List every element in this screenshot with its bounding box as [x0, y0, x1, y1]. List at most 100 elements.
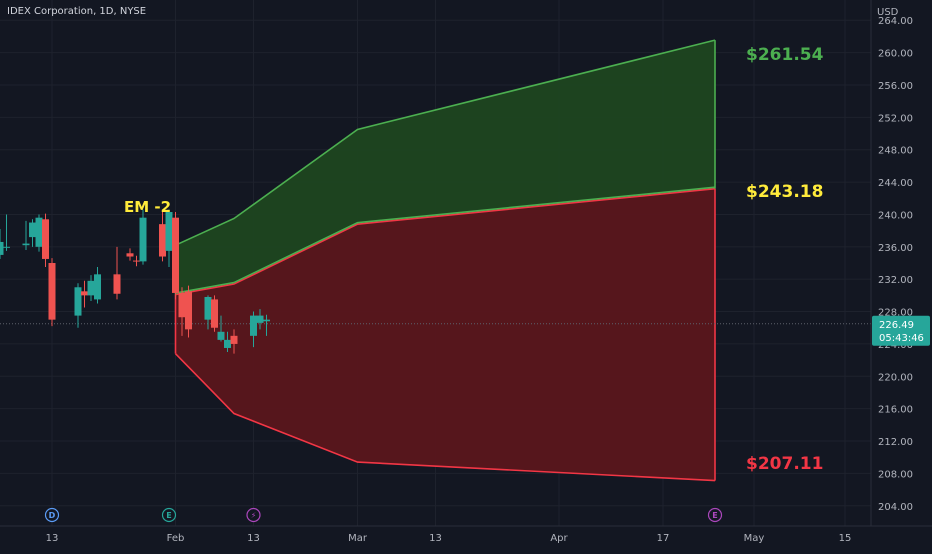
dividend-marker-icon[interactable]: D [44, 507, 60, 523]
lower-target-label: $207.11 [746, 454, 823, 474]
event-marker-letter: D [49, 511, 56, 520]
symbol-title[interactable]: IDEX Corporation, 1D, NYSE [7, 6, 146, 17]
candle[interactable] [139, 209, 147, 265]
event-marker-ring [707, 507, 723, 523]
candle[interactable] [224, 331, 231, 353]
candle[interactable] [48, 258, 56, 327]
candle-body [178, 292, 186, 318]
candle-body [172, 217, 179, 293]
event-markers[interactable]: D E ⚡ E [44, 507, 723, 523]
time-tick-label: 17 [657, 533, 670, 544]
price-tick-label: 236.00 [878, 243, 913, 254]
candle-body [81, 291, 88, 296]
event-marker-ring [44, 507, 60, 523]
time-tick-label: Mar [348, 533, 368, 544]
last-price-value: 226.49 [879, 320, 914, 331]
price-tick-label: 264.00 [878, 16, 913, 27]
candle[interactable] [113, 246, 121, 300]
currency-label[interactable]: USD [877, 7, 899, 18]
time-axis[interactable]: 13 Feb 13 Mar 13 Apr 17 May 15 [46, 533, 852, 544]
event-marker-ring [246, 507, 261, 523]
bar-countdown: 05:43:46 [879, 333, 924, 344]
price-tick-label: 252.00 [878, 113, 913, 124]
candle-body [29, 222, 36, 238]
lower-range-area [175, 188, 715, 481]
candle[interactable] [172, 212, 179, 300]
candle[interactable] [178, 287, 186, 336]
expected-move-areas [174, 39, 716, 482]
earnings-marker-icon[interactable]: E [707, 507, 723, 523]
candle[interactable] [133, 255, 140, 267]
price-tick-label: 212.00 [878, 437, 913, 448]
price-tick-label: 204.00 [878, 502, 913, 513]
candle[interactable] [81, 280, 88, 308]
earnings-marker-icon[interactable]: E [161, 507, 177, 523]
event-marker-letter: E [712, 511, 717, 520]
time-tick-label: May [744, 533, 765, 544]
price-tick-label: 248.00 [878, 146, 913, 157]
candle[interactable] [22, 220, 30, 251]
candle[interactable] [0, 229, 4, 259]
candle-body [126, 253, 134, 257]
price-tick-label: 260.00 [878, 49, 913, 60]
em-label: EM -2 [124, 198, 171, 216]
candle[interactable] [3, 214, 10, 251]
candle[interactable] [35, 214, 43, 252]
candle-body [42, 219, 49, 259]
last-price-badge-background [872, 315, 930, 346]
event-marker-letter: E [166, 511, 171, 520]
candle-body [185, 291, 192, 330]
upper-range-area [175, 40, 715, 295]
candlesticks[interactable] [0, 209, 270, 354]
candle[interactable] [29, 219, 36, 247]
candle-body [165, 212, 173, 251]
candle[interactable] [126, 248, 134, 261]
candle-body [139, 217, 147, 262]
time-tick-label: 13 [247, 533, 260, 544]
time-tick-label: Feb [167, 533, 185, 544]
candle[interactable] [74, 283, 82, 328]
candle-body [0, 241, 4, 255]
candle-body [230, 335, 238, 344]
candle-body [224, 339, 231, 348]
split-marker-icon[interactable]: ⚡ [246, 507, 261, 523]
candle-body [94, 274, 101, 300]
time-tick-label: Apr [550, 533, 568, 544]
candle[interactable] [230, 329, 238, 354]
candle-body [22, 243, 30, 246]
candle[interactable] [250, 311, 257, 348]
candle[interactable] [204, 295, 212, 330]
price-tick-label: 232.00 [878, 275, 913, 286]
candle-body [74, 287, 82, 316]
candle[interactable] [159, 209, 166, 262]
price-tick-label: 244.00 [878, 178, 913, 189]
candle[interactable] [165, 209, 173, 268]
candle-body [159, 224, 166, 257]
price-tick-label: 240.00 [878, 210, 913, 221]
candle-body [87, 280, 95, 296]
event-marker-letter: ⚡ [251, 511, 257, 520]
candle[interactable] [94, 267, 101, 304]
candle-body [256, 315, 264, 323]
lower-boundary-line [174, 353, 716, 482]
mid-line-red [175, 187, 716, 296]
candle[interactable] [42, 213, 49, 268]
time-tick-label: 13 [429, 533, 442, 544]
candle-body [211, 299, 218, 328]
upper-boundary-line [175, 39, 716, 246]
candle[interactable] [185, 285, 192, 338]
candle[interactable] [211, 295, 218, 332]
time-tick-label: 13 [46, 533, 59, 544]
candle-body [3, 246, 10, 248]
candle-body [133, 260, 140, 262]
candle[interactable] [256, 309, 264, 330]
mid-line-green [175, 186, 716, 294]
candle[interactable] [217, 315, 225, 342]
price-tick-label: 220.00 [878, 372, 913, 383]
last-price-badge: 226.49 05:43:46 [872, 315, 930, 346]
candle-body [35, 217, 43, 247]
candle[interactable] [263, 314, 270, 336]
candle[interactable] [87, 275, 95, 302]
